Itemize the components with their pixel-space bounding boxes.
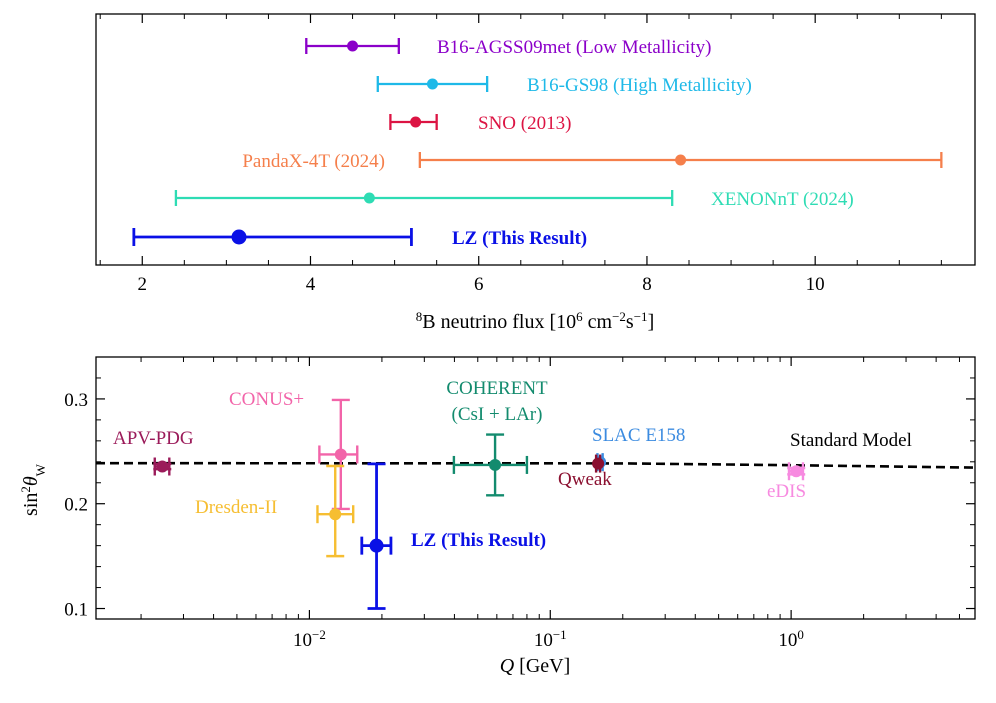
series-label-lz-this-result: LZ (This Result) (452, 228, 587, 249)
data-point-conus (334, 448, 347, 461)
series-label-line1-coherent: COHERENT (446, 378, 548, 399)
series-pandax-4t-2024: PandaX-4T (2024) (242, 151, 943, 172)
series-label-xenonnt-2024: XENONnT (2024) (711, 189, 854, 210)
data-point-b16-gs98-high-metallicity (426, 78, 438, 90)
x-tick-label-4: 4 (306, 274, 316, 295)
top-plot-frame (95, 13, 976, 266)
series-label-qweak: Qweak (558, 469, 612, 490)
y-tick-label-0.3: 0.3 (64, 390, 88, 411)
x-tick-label-2: 2 (138, 274, 148, 295)
series-b16-agss09met-low-metallicity: B16-AGSS09met (Low Metallicity) (305, 37, 711, 58)
standard-model-label: Standard Model (790, 430, 912, 451)
neutrino-flux-panel: 2 4 6 8 10 B16-AGSS09met (Low Metallicity)B1… (95, 13, 976, 334)
x-tick-label-1: 10−1 (534, 627, 567, 652)
bottom-ticks: 0.1 0.2 0.3 10−2 10−1 100 (64, 356, 975, 652)
series-label-conus: CONUS+ (229, 389, 304, 410)
series-label-lz-this-result: LZ (This Result) (411, 530, 546, 551)
series-lz-this-result: LZ (This Result) (132, 228, 587, 249)
series-b16-gs98-high-metallicity: B16-GS98 (High Metallicity) (376, 75, 752, 96)
y-tick-label-0.2: 0.2 (64, 495, 88, 516)
top-x-ticks: 2 4 6 8 10 (99, 14, 942, 295)
series-dresden-ii: Dresden-II (195, 464, 355, 558)
series-label-b16-agss09met-low-metallicity: B16-AGSS09met (Low Metallicity) (437, 37, 711, 58)
y-tick-label-0.1: 0.1 (64, 600, 88, 621)
series-label-sno-2013: SNO (2013) (478, 113, 571, 134)
bottom-data-marks: Standard Model APV-PDG CONUS+ Dresden-II LZ … (95, 378, 976, 610)
data-point-qweak (592, 457, 605, 470)
data-point-coherent (489, 458, 502, 471)
data-point-xenonnt-2024 (363, 192, 375, 204)
bottom-y-axis-label: sin2θW (18, 463, 48, 516)
data-point-pandax-4t-2024 (675, 154, 687, 166)
top-data-marks: B16-AGSS09met (Low Metallicity) B16-GS98 … (132, 37, 943, 249)
series-sno-2013: SNO (2013) (389, 113, 571, 134)
data-point-edis (790, 465, 803, 478)
data-point-sno-2013 (410, 116, 422, 128)
x-tick-label-10: 10 (806, 274, 825, 295)
standard-model-line (95, 461, 976, 469)
series-xenonnt-2024: XENONnT (2024) (174, 189, 854, 210)
series-coherent: COHERENT (CsI + LAr) (446, 378, 548, 497)
data-point-lz-this-result (369, 538, 384, 553)
series-qweak: Qweak (558, 454, 612, 490)
series-label-edis: eDIS (767, 481, 806, 502)
top-x-axis-label: 8B neutrino flux [106 cm−2s−1] (416, 309, 654, 334)
series-label-apv-pdg: APV-PDG (113, 428, 194, 449)
series-edis: eDIS (767, 462, 806, 502)
weinberg-angle-panel: 0.1 0.2 0.3 10−2 10−1 100 Standard Model APV-P… (18, 356, 976, 677)
bottom-x-axis-label: Q [GeV] (500, 655, 571, 677)
data-point-lz-this-result (231, 229, 247, 245)
bottom-plot-frame (95, 356, 976, 620)
data-point-dresden-ii (329, 508, 342, 521)
series-label-line2-coherent: (CsI + LAr) (452, 404, 543, 425)
x-tick-label-2: 100 (778, 627, 804, 652)
series-label-pandax-4t-2024: PandaX-4T (2024) (242, 151, 385, 172)
series-label-slac-e158: SLAC E158 (592, 425, 685, 446)
data-point-b16-agss09met-low-metallicity (347, 40, 359, 52)
series-apv-pdg: APV-PDG (113, 428, 194, 476)
series-conus: CONUS+ (229, 389, 359, 511)
series-lz-this-result: LZ (This Result) (360, 462, 546, 610)
data-point-apv-pdg (156, 460, 169, 473)
x-tick-label-6: 6 (474, 274, 484, 295)
x-tick-label-0: 10−2 (293, 627, 326, 652)
x-tick-label-8: 8 (642, 274, 652, 295)
series-label-b16-gs98-high-metallicity: B16-GS98 (High Metallicity) (527, 75, 752, 96)
series-label-dresden-ii: Dresden-II (195, 497, 277, 518)
